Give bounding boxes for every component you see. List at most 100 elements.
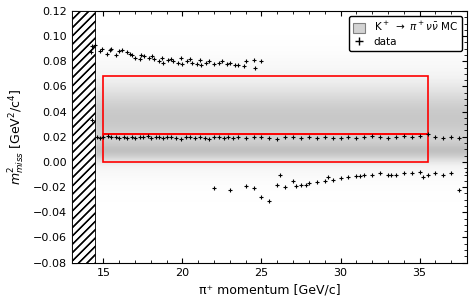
Point [329, 136, 337, 141]
Point [447, 171, 455, 176]
Point [137, 52, 145, 57]
Point [353, 173, 360, 178]
Point [136, 56, 144, 61]
Point [174, 60, 182, 65]
Point [152, 134, 159, 139]
Point [128, 134, 136, 139]
Point [177, 55, 185, 60]
Point [324, 175, 332, 179]
Point [424, 132, 431, 137]
Point [196, 58, 204, 62]
Point [416, 170, 423, 175]
Point [147, 136, 155, 141]
Point [108, 134, 115, 139]
Point [240, 64, 248, 69]
Point [123, 50, 131, 55]
Point [282, 185, 289, 190]
Point [432, 171, 439, 176]
Legend: K$^+$ $\rightarrow$ $\pi^+\nu\bar{\nu}$ MC, data: K$^+$ $\rightarrow$ $\pi^+\nu\bar{\nu}$ … [349, 16, 462, 51]
Point [302, 182, 310, 187]
Point [223, 62, 230, 66]
Point [183, 59, 191, 64]
Point [282, 134, 289, 139]
Point [273, 182, 281, 187]
Point [164, 58, 172, 62]
Point [220, 136, 228, 141]
Point [98, 46, 106, 51]
Point [361, 134, 368, 139]
Point [297, 182, 305, 187]
X-axis label: π⁺ momentum [GeV/c]: π⁺ momentum [GeV/c] [199, 283, 340, 296]
Point [103, 51, 110, 56]
Point [456, 187, 463, 192]
Point [305, 181, 313, 186]
Point [424, 172, 431, 177]
Point [250, 58, 257, 62]
Point [112, 134, 120, 139]
Point [234, 63, 242, 68]
Point [225, 134, 232, 139]
Point [193, 62, 201, 66]
Point [108, 46, 115, 51]
Point [155, 59, 163, 64]
Bar [103, 76, 428, 134]
Point [242, 183, 249, 188]
Point [231, 63, 238, 68]
Point [361, 172, 368, 177]
Point [123, 136, 131, 141]
Y-axis label: $m^2_{miss}$ [GeV$^2$/c$^4$]: $m^2_{miss}$ [GeV$^2$/c$^4$] [7, 88, 27, 185]
Point [400, 171, 408, 176]
Point [321, 134, 328, 139]
Point [258, 195, 265, 200]
Point [96, 49, 104, 54]
Point [226, 187, 234, 192]
Point [173, 136, 180, 141]
Point [206, 59, 213, 64]
Point [345, 175, 352, 179]
Point [337, 136, 344, 141]
Point [313, 180, 320, 185]
Point [387, 172, 395, 177]
Point [89, 44, 96, 48]
Point [128, 52, 136, 57]
Point [392, 172, 400, 177]
Point [321, 178, 328, 183]
Point [202, 60, 210, 65]
Point [242, 136, 249, 141]
Point [392, 134, 400, 139]
Point [158, 55, 166, 60]
Point [210, 134, 218, 139]
Point [356, 173, 364, 178]
Point [265, 136, 273, 141]
Point [400, 133, 408, 138]
Point [163, 134, 171, 139]
Point [118, 48, 126, 52]
Point [210, 186, 218, 191]
Point [146, 55, 153, 60]
Point [168, 134, 175, 139]
Point [215, 60, 223, 65]
Point [345, 134, 352, 139]
Point [456, 136, 463, 141]
Point [131, 136, 139, 141]
Point [168, 56, 175, 61]
Point [127, 51, 134, 56]
Point [447, 134, 455, 139]
Bar [103, 134, 428, 162]
Point [329, 177, 337, 182]
Point [242, 59, 249, 64]
Point [91, 42, 99, 47]
Point [292, 183, 300, 188]
Point [150, 56, 158, 61]
Point [368, 133, 376, 138]
Point [139, 134, 146, 139]
Point [87, 50, 94, 55]
Point [376, 171, 384, 176]
Point [408, 171, 416, 176]
Point [112, 52, 120, 57]
Point [289, 178, 297, 183]
Point [439, 172, 447, 177]
Point [337, 176, 344, 181]
Point [463, 170, 471, 175]
Point [432, 134, 439, 139]
